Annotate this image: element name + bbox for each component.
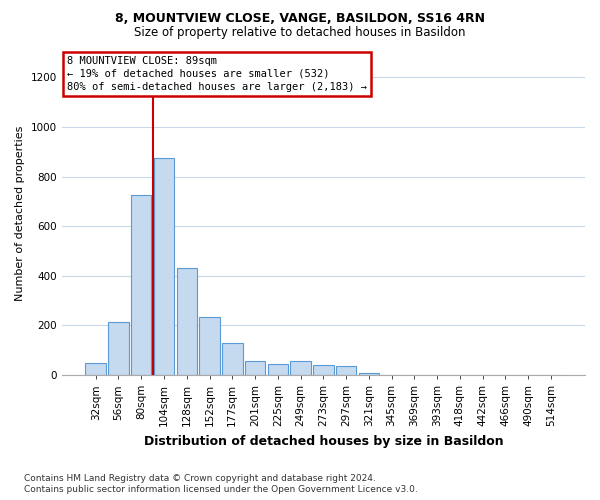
Bar [313, 365, 334, 375]
Text: 8, MOUNTVIEW CLOSE, VANGE, BASILDON, SS16 4RN: 8, MOUNTVIEW CLOSE, VANGE, BASILDON, SS1… [115, 12, 485, 24]
X-axis label: Distribution of detached houses by size in Basildon: Distribution of detached houses by size … [143, 434, 503, 448]
Bar [336, 366, 356, 375]
Bar [176, 268, 197, 375]
Text: Size of property relative to detached houses in Basildon: Size of property relative to detached ho… [134, 26, 466, 39]
Bar [359, 372, 379, 375]
Bar [245, 362, 265, 375]
Bar [154, 158, 174, 375]
Bar [222, 343, 242, 375]
Text: 8 MOUNTVIEW CLOSE: 89sqm
← 19% of detached houses are smaller (532)
80% of semi-: 8 MOUNTVIEW CLOSE: 89sqm ← 19% of detach… [67, 56, 367, 92]
Bar [268, 364, 288, 375]
Bar [290, 362, 311, 375]
Bar [199, 316, 220, 375]
Y-axis label: Number of detached properties: Number of detached properties [15, 126, 25, 302]
Bar [85, 362, 106, 375]
Bar [131, 195, 151, 375]
Text: Contains HM Land Registry data © Crown copyright and database right 2024.
Contai: Contains HM Land Registry data © Crown c… [24, 474, 418, 494]
Bar [108, 322, 129, 375]
